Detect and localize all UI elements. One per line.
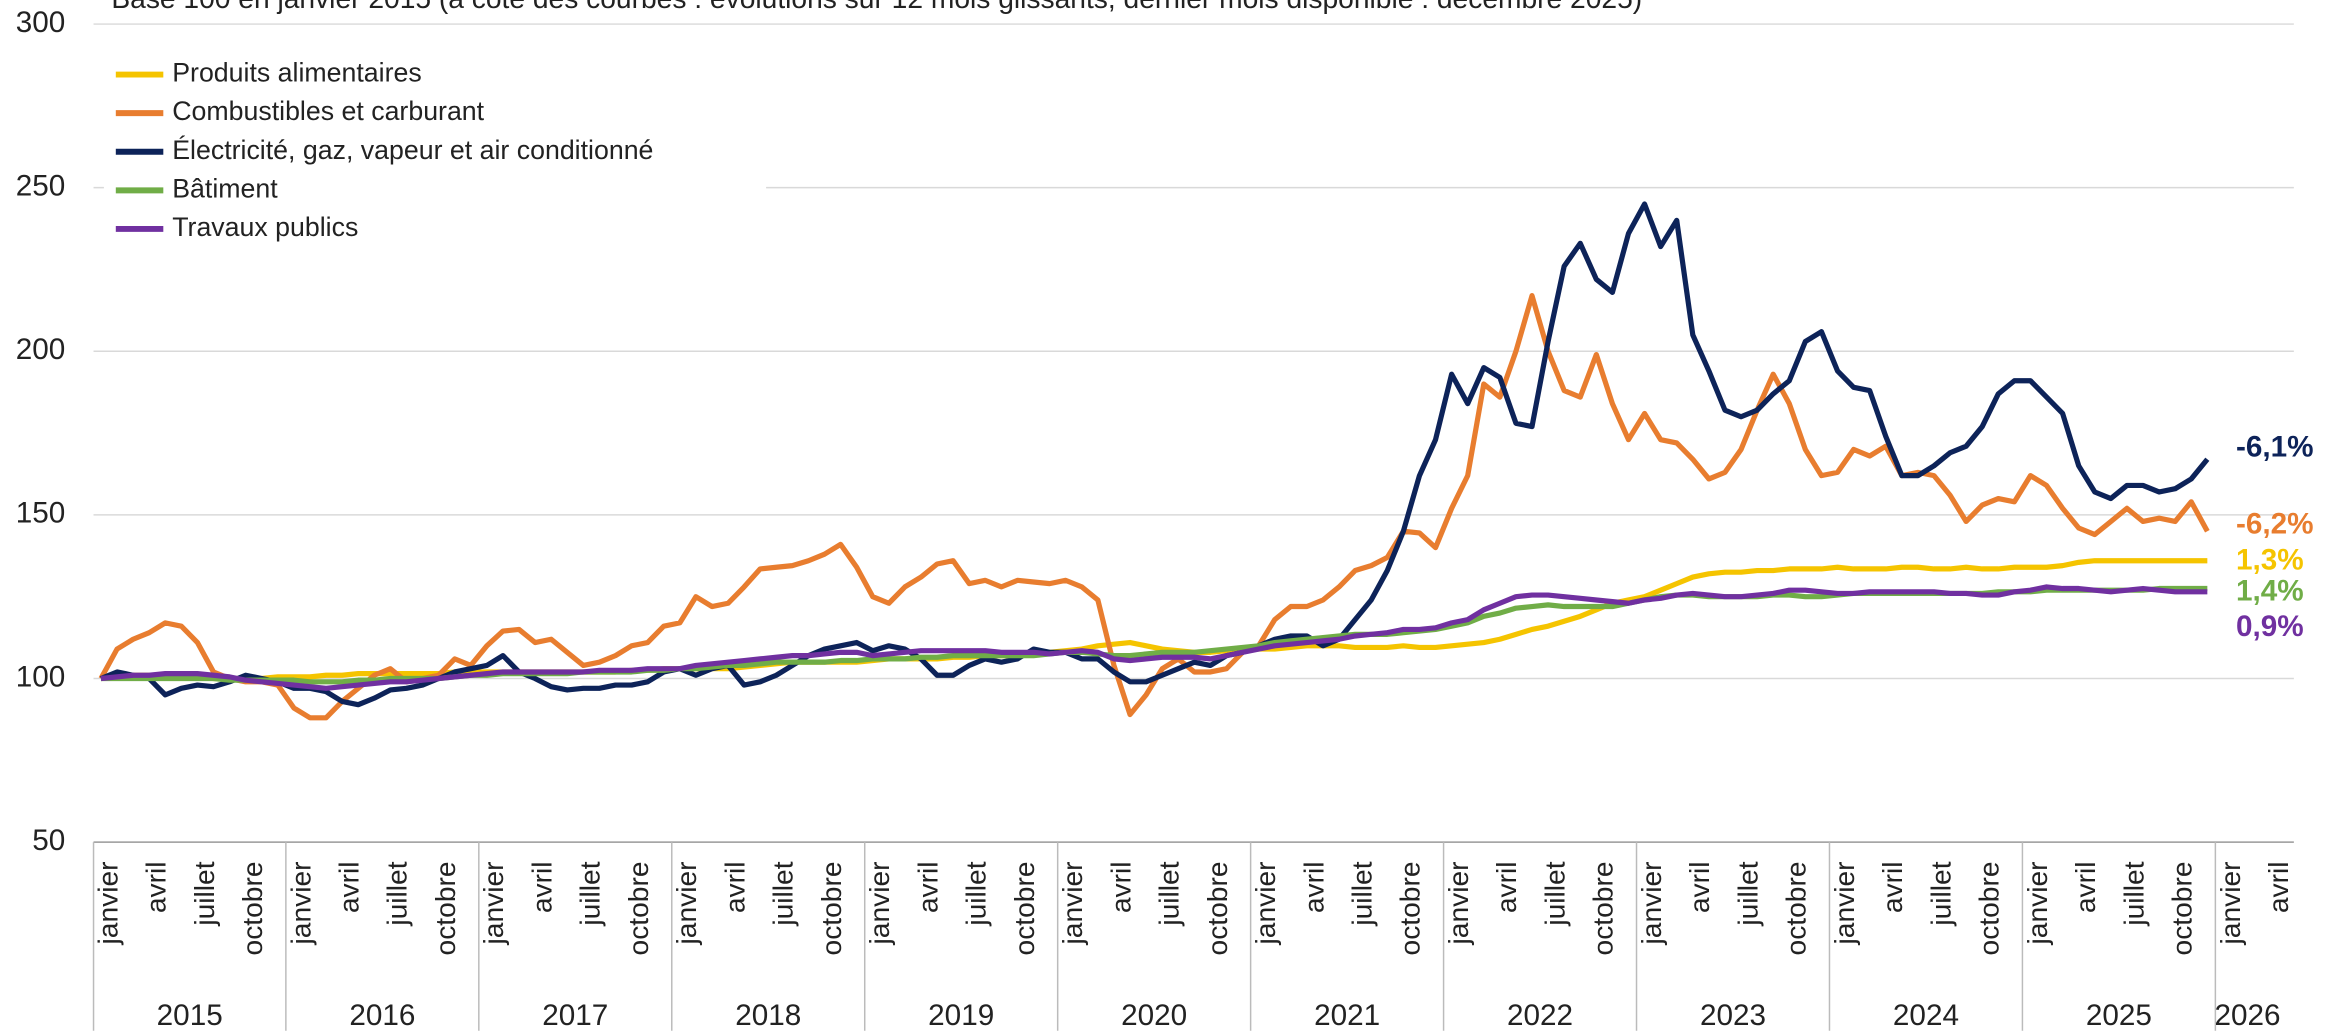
y-tick-label: 150 [16, 497, 66, 530]
x-tick-label: janvier [863, 861, 895, 945]
series-line [99, 201, 2210, 708]
series-line [100, 584, 2208, 691]
x-tick-label: janvier [477, 861, 509, 945]
legend-label: Combustibles et carburant [172, 96, 484, 126]
series-line [100, 558, 2208, 682]
legend-label: Bâtiment [172, 173, 278, 203]
x-tick-label: avril [525, 861, 557, 913]
x-group-label: 2024 [1893, 999, 1959, 1031]
x-tick-label: avril [1104, 861, 1136, 913]
x-tick-label: octobre [1780, 861, 1812, 955]
x-group-label: 2019 [928, 999, 994, 1031]
x-group-label: 2017 [542, 999, 608, 1031]
x-tick-label: juillet [2117, 861, 2149, 926]
legend-label: Travaux publics [172, 212, 358, 242]
y-tick-label: 100 [16, 660, 66, 693]
x-tick-label: octobre [1201, 861, 1233, 955]
x-group-label: 2025 [2086, 999, 2152, 1031]
x-group-label: 2023 [1700, 999, 1766, 1031]
x-tick-label: janvier [284, 861, 316, 945]
x-tick-label: juillet [188, 861, 220, 926]
legend-label: Électricité, gaz, vapeur et air conditio… [172, 135, 653, 165]
x-tick-label: octobre [1008, 861, 1040, 955]
chart-title: Base 100 en janvier 2015 (à côté des cou… [111, 0, 1642, 14]
x-group-label: 2026 [2215, 999, 2281, 1031]
x-tick-label: avril [911, 861, 943, 913]
end-label: 0,9% [2236, 610, 2304, 643]
y-tick-label: 250 [16, 170, 66, 203]
x-group-label: 2016 [349, 999, 415, 1031]
x-tick-label: avril [1490, 861, 1522, 913]
x-tick-label: avril [1876, 861, 1908, 913]
y-tick-label: 300 [16, 6, 66, 39]
x-tick-label: avril [2069, 861, 2101, 913]
x-tick-label: octobre [815, 861, 847, 955]
x-group-label: 2021 [1314, 999, 1380, 1031]
x-tick-label: avril [140, 861, 172, 913]
x-tick-label: octobre [1587, 861, 1619, 955]
x-tick-label: juillet [381, 861, 413, 926]
x-tick-label: octobre [236, 861, 268, 955]
x-tick-label: octobre [622, 861, 654, 955]
y-tick-label: 200 [16, 333, 66, 366]
x-tick-label: janvier [670, 861, 702, 945]
end-label: 1,3% [2236, 543, 2304, 576]
x-tick-label: juillet [1346, 861, 1378, 926]
x-tick-label: avril [1683, 861, 1715, 913]
x-tick-label: juillet [1153, 861, 1185, 926]
x-tick-label: juillet [1731, 861, 1763, 926]
x-group-label: 2020 [1121, 999, 1187, 1031]
legend-label: Produits alimentaires [172, 58, 421, 88]
end-label: -6,2% [2236, 508, 2314, 541]
legend-box [103, 50, 767, 250]
y-tick-label: 50 [32, 824, 65, 857]
x-tick-label: juillet [574, 861, 606, 926]
x-tick-label: octobre [429, 861, 461, 955]
x-tick-label: janvier [1442, 861, 1474, 945]
x-tick-label: janvier [1056, 861, 1088, 945]
x-tick-label: juillet [1924, 861, 1956, 926]
x-tick-label: avril [2262, 861, 2294, 913]
x-tick-label: avril [333, 861, 365, 913]
x-tick-label: janvier [1635, 861, 1667, 945]
x-tick-label: juillet [1538, 861, 1570, 926]
x-tick-label: avril [718, 861, 750, 913]
x-tick-label: octobre [1394, 861, 1426, 955]
x-tick-label: janvier [2021, 861, 2053, 945]
x-tick-label: juillet [767, 861, 799, 926]
x-tick-label: juillet [960, 861, 992, 926]
x-group-label: 2018 [735, 999, 801, 1031]
x-tick-label: janvier [91, 861, 123, 945]
x-tick-label: janvier [1249, 861, 1281, 945]
x-tick-label: avril [1297, 861, 1329, 913]
end-label: 1,4% [2236, 575, 2304, 608]
x-group-label: 2022 [1507, 999, 1573, 1031]
series-line [100, 585, 2208, 685]
x-tick-label: octobre [2166, 861, 2198, 955]
series-line [98, 293, 2210, 721]
end-label: -6,1% [2236, 431, 2314, 464]
x-tick-label: janvier [1828, 861, 1860, 945]
x-tick-label: octobre [1973, 861, 2005, 955]
x-group-label: 2015 [157, 999, 223, 1031]
x-tick-label: janvier [2214, 861, 2246, 945]
